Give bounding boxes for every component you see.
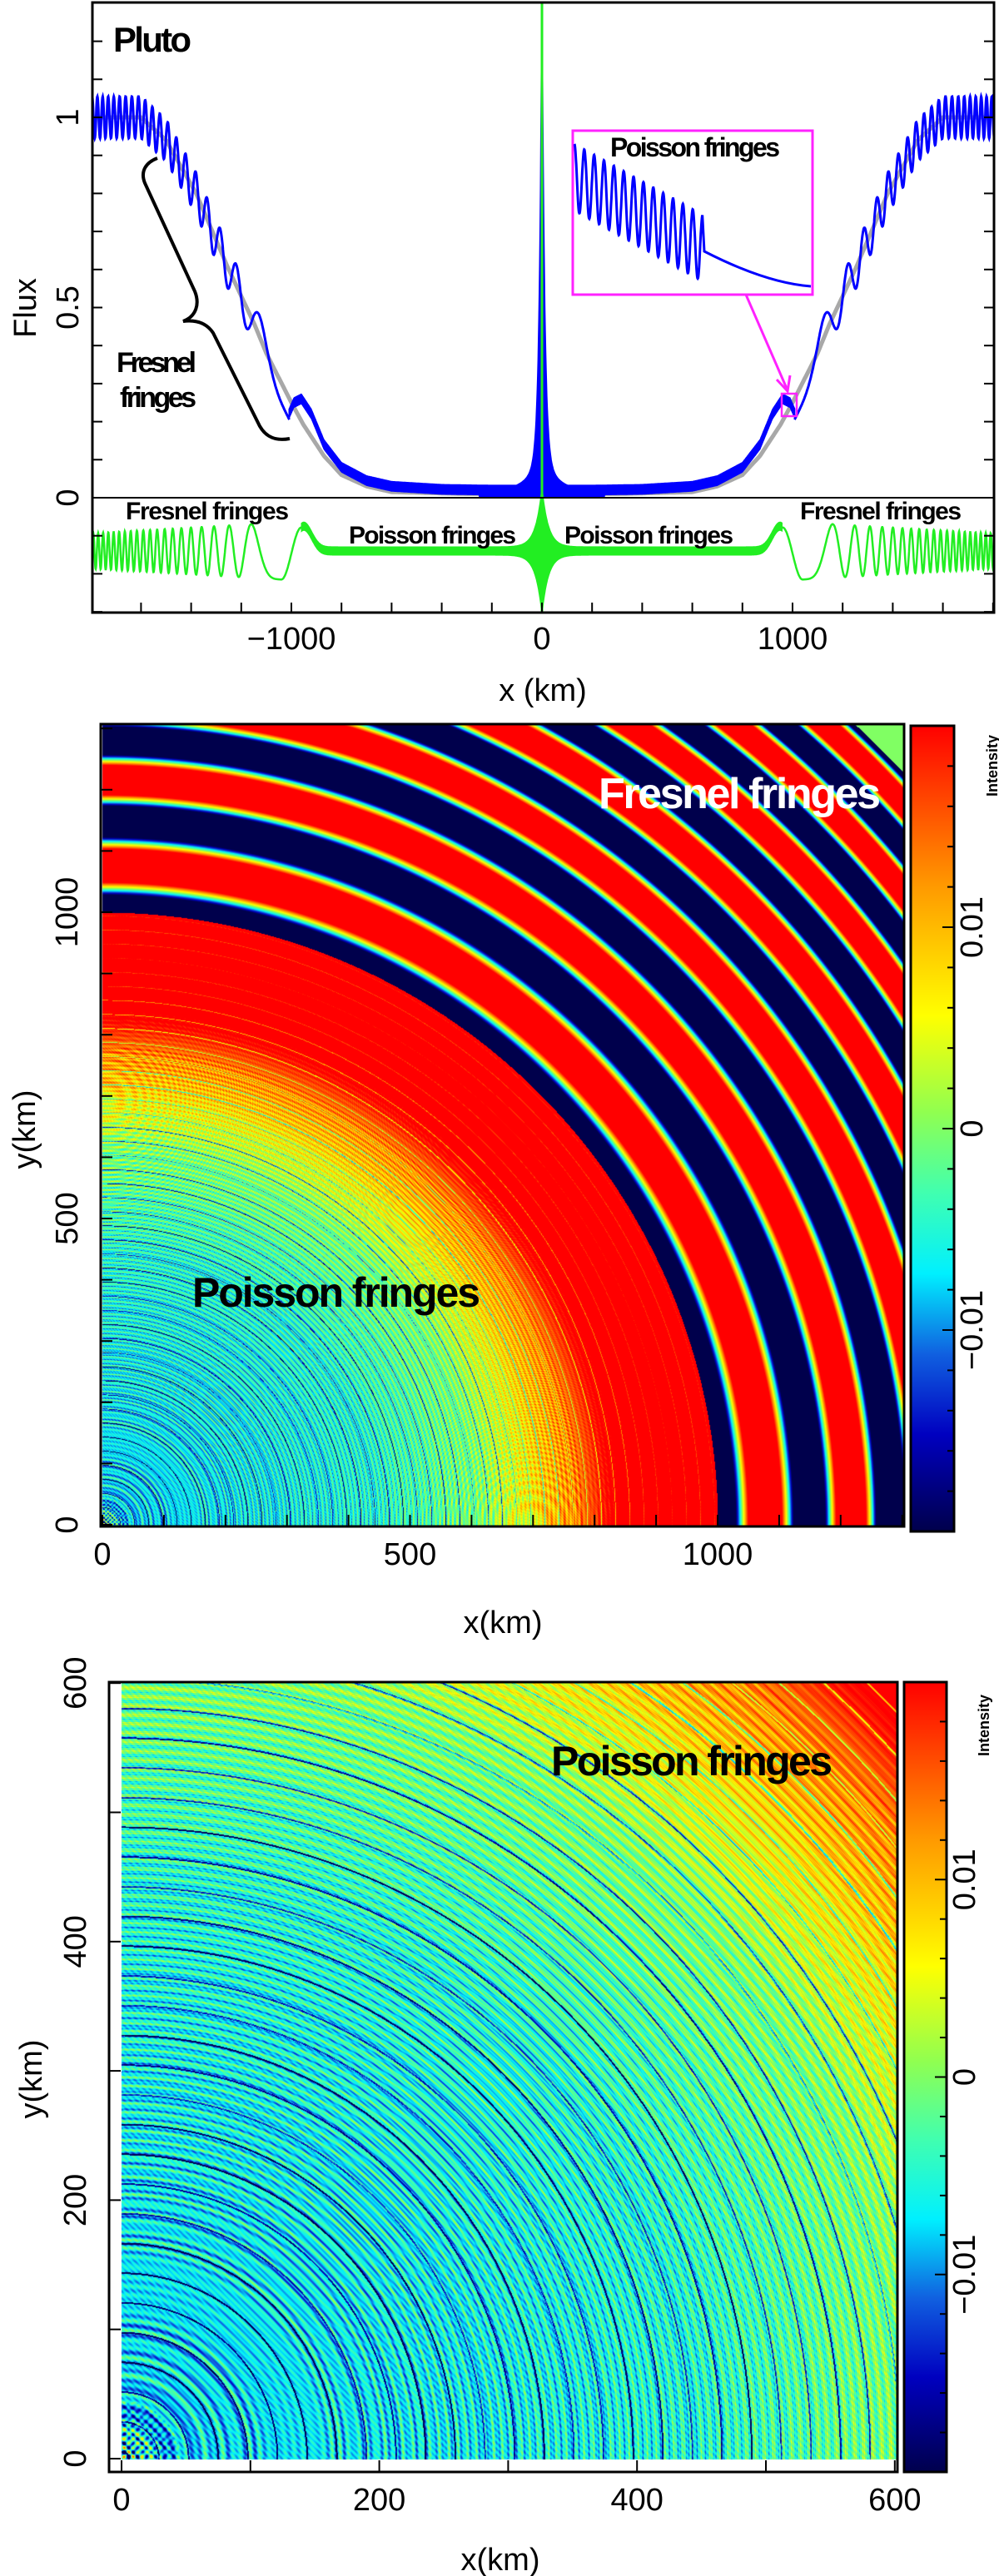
colorbar-label: Intensity <box>976 1695 992 1756</box>
fresnel-label: Fresnel fringes <box>599 770 881 818</box>
x-tick-label: 400 <box>610 2483 663 2518</box>
flux-panel: −1000 0 1000 0 0.5 1 Flux x (km) Pluto Fresne… <box>8 1 996 708</box>
green-label-fresnel-right: Fresnel fringes <box>800 498 962 525</box>
y-tick-label: 200 <box>58 2174 93 2226</box>
colorbar-tick-label: 0.01 <box>955 896 990 958</box>
inset-arrow <box>744 294 789 391</box>
colorbar-tick-label: 0.01 <box>947 1849 982 1910</box>
y-tick-label: 600 <box>58 1656 93 1709</box>
flux-curves <box>92 2 994 613</box>
y-tick-label: 1 <box>51 108 86 126</box>
blue-curve-fresnel-right <box>793 92 994 420</box>
intensity-map-full: 0 500 1000 0 500 1000 −0.01 0 0.01 x(km) y(km) I… <box>7 722 999 1640</box>
y-tick-label: 0 <box>50 1516 85 1533</box>
colorbar-tick-label: 0 <box>955 1119 990 1137</box>
inset-curve <box>573 143 812 288</box>
y-tick-label: 500 <box>50 1192 85 1244</box>
green-curve-fresnel-left <box>92 523 302 581</box>
y-axis-label: y(km) <box>7 1090 42 1169</box>
poisson-label: Poisson fringes <box>192 1269 480 1316</box>
colorbar-label: Intensity <box>984 735 999 797</box>
green-curve-fresnel-right <box>782 523 994 581</box>
green-label-poisson-left: Poisson fringes <box>349 522 516 549</box>
heatmap-panel-3 <box>109 1682 897 2472</box>
blue-curve-fresnel-left <box>92 92 291 420</box>
brace <box>141 156 291 441</box>
green-label-fresnel-left: Fresnel fringes <box>126 498 289 525</box>
y-tick-label: 400 <box>58 1915 93 1968</box>
axis-ticks: 0 200 400 600 0 200 400 600 −0.01 0 0.01 <box>58 1656 982 2518</box>
inset: Poisson fringes <box>571 129 814 418</box>
axis-ticks: −1000 0 1000 0 0.5 1 <box>51 40 994 657</box>
x-axis-label: x(km) <box>461 2543 540 2576</box>
x-tick-label: 600 <box>868 2483 921 2518</box>
y-tick-label: 0 <box>58 2449 93 2467</box>
inset-region-marker <box>780 392 798 418</box>
y-tick-label: 1000 <box>50 877 85 948</box>
brace-label-line1: Fresnel <box>117 347 196 379</box>
x-axis-label: x(km) <box>464 1606 543 1640</box>
x-tick-label: 500 <box>384 1537 436 1572</box>
colorbar-tick-label: −0.01 <box>947 2235 982 2315</box>
colorbar-tick-label: 0 <box>947 2068 982 2086</box>
x-tick-label: 0 <box>533 622 550 657</box>
y-tick-label: 0 <box>51 489 86 506</box>
arrow-head-icon <box>775 375 792 395</box>
axis-ticks: 0 500 1000 0 500 1000 −0.01 0 0.01 <box>50 727 990 1572</box>
brace-label-line2: fringes <box>120 382 196 414</box>
x-tick-label: 1000 <box>683 1537 753 1572</box>
y-axis-label: Flux <box>8 278 43 338</box>
x-tick-label: 0 <box>112 2483 130 2518</box>
x-tick-label: 1000 <box>758 622 828 657</box>
x-tick-label: 0 <box>93 1537 111 1572</box>
y-tick-label: 0.5 <box>51 285 86 330</box>
inset-label: Poisson fringes <box>610 132 780 162</box>
plot-frame <box>107 1680 899 2474</box>
x-tick-label: 200 <box>353 2483 405 2518</box>
x-axis-label: x (km) <box>499 673 587 708</box>
poisson-label: Poisson fringes <box>551 1738 832 1784</box>
x-tick-label: −1000 <box>247 622 336 657</box>
panel-label: Pluto <box>113 20 191 59</box>
colorbar-tick-label: −0.01 <box>955 1290 990 1370</box>
plot-frame <box>99 722 906 1528</box>
green-label-poisson-right: Poisson fringes <box>564 522 733 549</box>
heatmap-panel-2 <box>101 724 904 1526</box>
y-axis-label: y(km) <box>14 2040 49 2119</box>
intensity-map-zoom: 0 200 400 600 0 200 400 600 −0.01 0 0.01 x(km) y(k… <box>14 1656 992 2576</box>
